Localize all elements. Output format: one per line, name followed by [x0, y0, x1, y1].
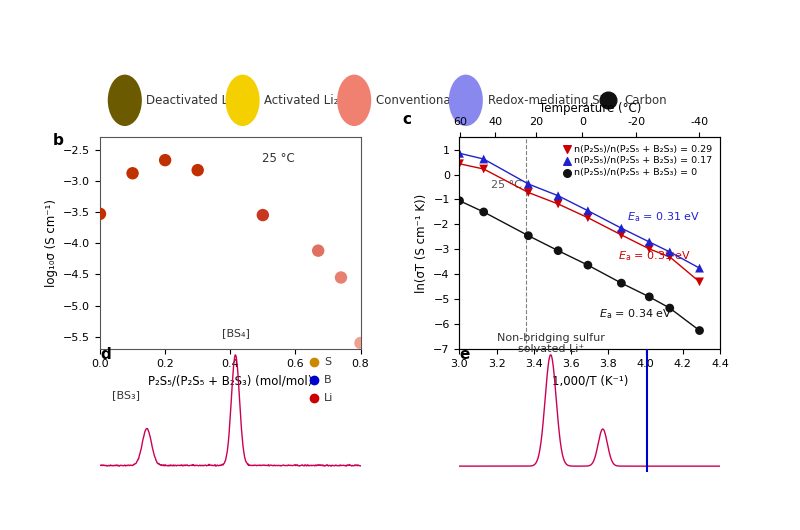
Point [312, 246, 325, 255]
Y-axis label: log₁₀σ (S cm⁻¹): log₁₀σ (S cm⁻¹) [45, 199, 58, 287]
Point [693, 264, 706, 272]
Y-axis label: ln(σT (S cm⁻¹ K)): ln(σT (S cm⁻¹ K)) [414, 193, 428, 293]
Point [582, 261, 594, 269]
Point [643, 293, 656, 301]
Ellipse shape [337, 75, 371, 126]
Text: b: b [53, 133, 64, 148]
Text: $E_\mathrm{a}$ = 0.31 eV: $E_\mathrm{a}$ = 0.31 eV [627, 210, 700, 224]
Text: B: B [324, 375, 332, 385]
Text: [BS₄]: [BS₄] [222, 329, 250, 339]
Point [453, 197, 466, 205]
Point [552, 200, 565, 208]
Legend: n(P₂S₅)/n(P₂S₅ + B₂S₃) = 0.29, n(P₂S₅)/n(P₂S₅ + B₂S₃) = 0.17, n(P₂S₅)/n(P₂S₅ + B: n(P₂S₅)/n(P₂S₅ + B₂S₃) = 0.29, n(P₂S₅)/n… [560, 142, 715, 180]
Text: Carbon: Carbon [624, 94, 666, 107]
Text: Li: Li [324, 393, 334, 403]
Text: Deactivated Li₂S: Deactivated Li₂S [146, 94, 244, 107]
X-axis label: Temperature (°C): Temperature (°C) [538, 102, 641, 115]
Text: Redox-mediating SE: Redox-mediating SE [487, 94, 606, 107]
Text: [BS₃]: [BS₃] [112, 390, 140, 400]
X-axis label: P₂S₅/(P₂S₅ + B₂S₃) (mol/mol): P₂S₅/(P₂S₅ + B₂S₃) (mol/mol) [148, 375, 313, 387]
Point [257, 211, 270, 219]
Point [643, 245, 656, 253]
Ellipse shape [449, 75, 483, 126]
Point [478, 155, 490, 163]
Point [522, 188, 534, 197]
Ellipse shape [226, 75, 260, 126]
X-axis label: 1,000/T (K⁻¹): 1,000/T (K⁻¹) [551, 375, 628, 387]
Point [643, 237, 656, 246]
Text: d: d [100, 347, 110, 362]
Text: e: e [459, 347, 470, 362]
Point [552, 246, 565, 255]
Text: Non-bridging sulfur
solvated Li⁺: Non-bridging sulfur solvated Li⁺ [497, 332, 605, 354]
Point [582, 214, 594, 222]
Text: $E_\mathrm{a}$ = 0.34 eV: $E_\mathrm{a}$ = 0.34 eV [599, 307, 672, 321]
Point [334, 273, 347, 282]
Text: $E_\mathrm{a}$ = 0.31 eV: $E_\mathrm{a}$ = 0.31 eV [618, 249, 691, 262]
Point [478, 165, 490, 173]
Point [478, 208, 490, 216]
Point [552, 191, 565, 200]
Text: Conventional SE: Conventional SE [376, 94, 472, 107]
Point [158, 156, 171, 164]
Point [663, 304, 676, 312]
Point [582, 207, 594, 215]
Point [191, 166, 204, 174]
Point [94, 209, 106, 218]
Point [453, 160, 466, 168]
Point [126, 169, 139, 178]
Point [522, 180, 534, 188]
Point [663, 248, 676, 256]
Text: Activated Li₂S: Activated Li₂S [264, 94, 346, 107]
Point [522, 232, 534, 240]
Point [693, 326, 706, 335]
Text: 25 °C: 25 °C [262, 152, 294, 165]
Point [663, 253, 676, 261]
Point [615, 231, 628, 239]
Point [354, 339, 367, 347]
Text: 25 °C: 25 °C [491, 180, 522, 190]
Point [615, 224, 628, 233]
Point [693, 278, 706, 286]
Text: c: c [402, 112, 411, 127]
Point [453, 149, 466, 157]
Point [615, 279, 628, 287]
Ellipse shape [108, 75, 142, 126]
Text: S: S [324, 357, 331, 367]
